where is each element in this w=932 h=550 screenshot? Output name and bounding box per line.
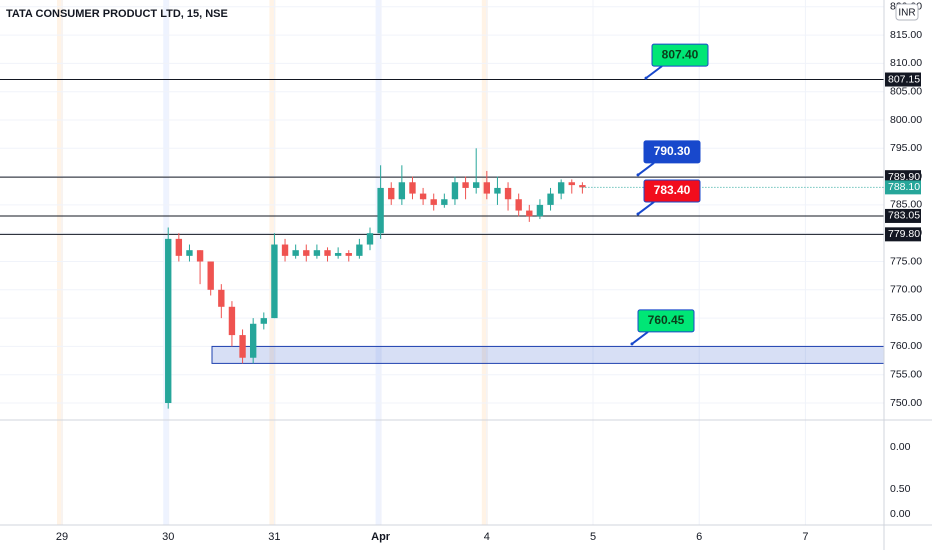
candle-body bbox=[345, 253, 352, 256]
candle-body bbox=[281, 244, 289, 256]
candle-body bbox=[228, 306, 236, 336]
candle-body bbox=[441, 199, 448, 205]
last-price-bg bbox=[885, 180, 921, 195]
candle-body bbox=[175, 238, 183, 256]
y-tick-label: 785.00 bbox=[890, 199, 922, 211]
candle-body bbox=[207, 261, 214, 290]
candle-body bbox=[165, 238, 172, 404]
y-tick-label: 765.00 bbox=[890, 312, 922, 324]
candle-body bbox=[388, 187, 395, 200]
price-label-bg bbox=[885, 208, 921, 223]
callout-label: 807.40 bbox=[662, 47, 699, 61]
price-label: 779.80 bbox=[888, 228, 920, 240]
callout-label: 783.40 bbox=[654, 183, 691, 197]
callout-label: 790.30 bbox=[654, 144, 691, 158]
x-tick-label: Apr bbox=[371, 531, 391, 543]
candle-body bbox=[526, 210, 533, 217]
y-tick-label: 795.00 bbox=[890, 142, 922, 154]
candle-body bbox=[462, 182, 469, 188]
candle-body bbox=[568, 182, 575, 186]
callout-label: 760.45 bbox=[648, 313, 685, 327]
currency-label: INR bbox=[898, 8, 915, 19]
price-label: 783.05 bbox=[888, 210, 920, 222]
axis-layer: 29 30 31 Apr 4 5 6 7 750.00 755.00 760.00 765.00 770… bbox=[56, 1, 922, 543]
candle-body bbox=[196, 250, 204, 262]
candle-body bbox=[473, 182, 480, 188]
session-stripe bbox=[57, 0, 64, 525]
chart-title: TATA CONSUMER PRODUCT LTD, 15, NSE bbox=[6, 8, 228, 20]
price-label: 789.90 bbox=[888, 171, 920, 183]
lower-axis-label: 0.00 bbox=[890, 508, 911, 520]
candle-body bbox=[557, 182, 565, 194]
y-tick-label: 810.00 bbox=[890, 57, 922, 69]
candle-body bbox=[334, 253, 342, 256]
callout-box bbox=[637, 309, 695, 333]
price-label-bg bbox=[885, 72, 921, 87]
candle-body bbox=[451, 182, 459, 200]
callout-box bbox=[643, 140, 701, 164]
candle-body bbox=[419, 193, 427, 200]
x-tick-label: 6 bbox=[696, 531, 702, 543]
candle-body bbox=[186, 250, 193, 256]
callout-tip bbox=[644, 76, 648, 80]
candle-body bbox=[547, 193, 554, 205]
callout-tip bbox=[636, 173, 640, 177]
y-tick-label: 805.00 bbox=[890, 85, 922, 97]
candle-body bbox=[398, 182, 406, 200]
candle-body bbox=[260, 318, 267, 324]
price-label-bg bbox=[885, 227, 921, 242]
currency-badge[interactable] bbox=[895, 3, 919, 21]
price-label: 807.15 bbox=[888, 73, 920, 85]
candle-body bbox=[239, 335, 246, 358]
candle-body bbox=[249, 323, 257, 358]
callout-pointer bbox=[637, 162, 655, 176]
candle-body bbox=[218, 289, 225, 307]
candle-body bbox=[430, 199, 437, 205]
candle-body bbox=[271, 244, 278, 319]
plot-layer: 807.40 790.30 783.40 760.45 bbox=[0, 43, 885, 409]
candle-body bbox=[377, 187, 384, 234]
x-tick-label: 31 bbox=[268, 531, 280, 543]
x-tick-label: 30 bbox=[162, 531, 174, 543]
y-tick-label: 750.00 bbox=[890, 397, 922, 409]
callout-tip bbox=[636, 212, 640, 216]
candle-body bbox=[366, 233, 374, 245]
callout-tip bbox=[630, 342, 634, 346]
y-tick-label: 800.00 bbox=[890, 114, 922, 126]
candle-body bbox=[536, 204, 544, 217]
x-tick-label: 5 bbox=[590, 531, 596, 543]
candle-body bbox=[409, 182, 416, 194]
candle-body bbox=[515, 199, 522, 211]
candle-body bbox=[324, 250, 331, 256]
lower-axis-label: 0.00 bbox=[890, 441, 911, 453]
last-price-label: 788.10 bbox=[888, 181, 920, 193]
y-tick-label: 775.00 bbox=[890, 255, 922, 267]
callout-pointer bbox=[645, 65, 663, 79]
candle-body bbox=[504, 187, 512, 200]
y-tick-label: 755.00 bbox=[890, 368, 922, 380]
session-stripe bbox=[375, 0, 382, 525]
session-stripe bbox=[481, 0, 488, 525]
zone bbox=[211, 345, 885, 364]
x-tick-label: 7 bbox=[802, 531, 808, 543]
candle-body bbox=[356, 244, 363, 256]
x-tick-label: 29 bbox=[56, 531, 68, 543]
candle-body bbox=[303, 250, 310, 256]
callout-box bbox=[651, 43, 709, 67]
candle-body bbox=[483, 182, 491, 194]
candle-body bbox=[579, 185, 586, 188]
y-tick-label: 770.00 bbox=[890, 284, 922, 296]
callout-box bbox=[643, 179, 701, 203]
candle-body bbox=[494, 187, 501, 194]
callout-pointer bbox=[631, 331, 649, 345]
lower-axis-label: 0.50 bbox=[890, 483, 911, 495]
y-tick-label: 760.00 bbox=[890, 340, 922, 352]
candle-body bbox=[313, 250, 321, 256]
y-tick-label: 815.00 bbox=[890, 29, 922, 41]
candle-body bbox=[292, 250, 299, 256]
x-tick-label: 4 bbox=[484, 531, 490, 543]
callout-pointer bbox=[637, 201, 655, 215]
